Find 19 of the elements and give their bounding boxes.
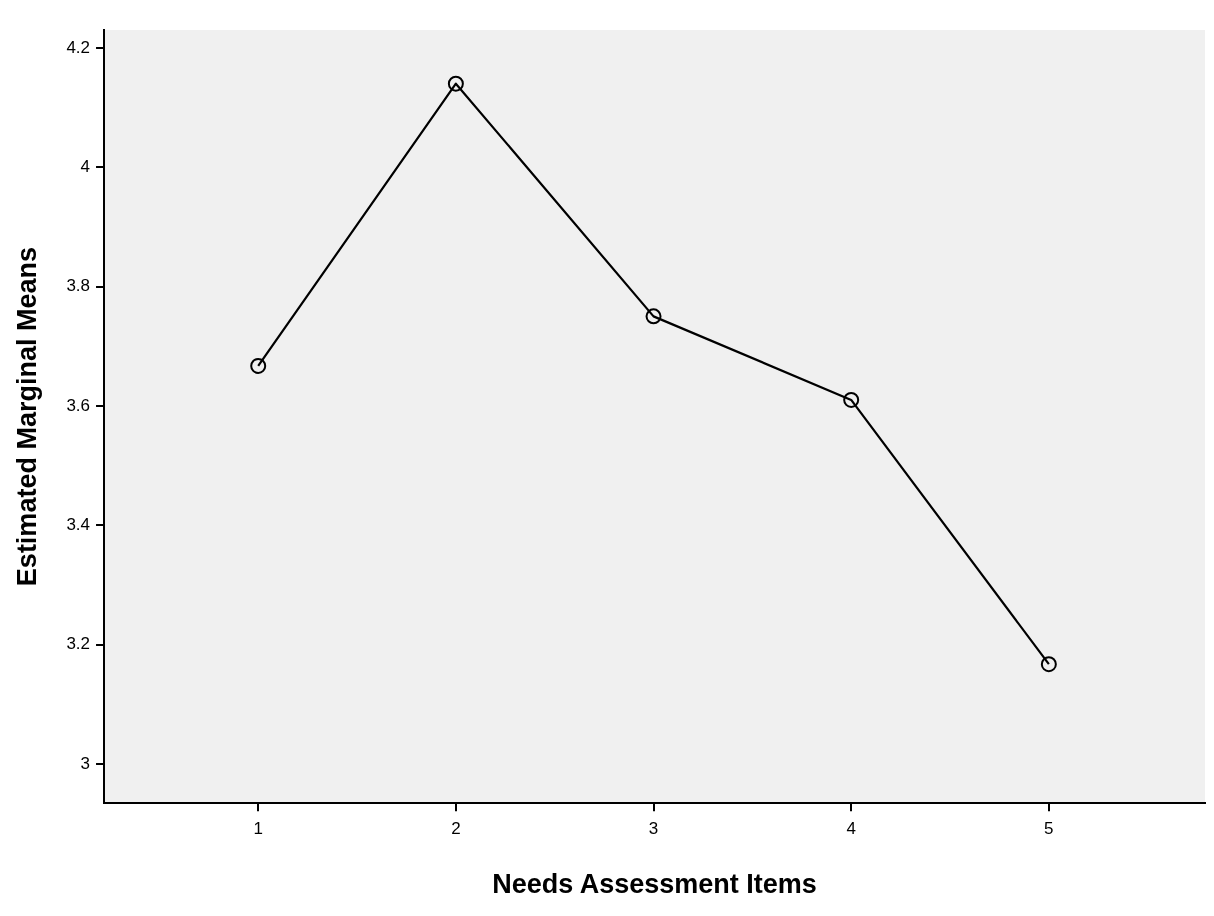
y-tick-label: 3.8	[66, 276, 91, 296]
y-tick-label: 4	[80, 156, 91, 176]
x-tick-label: 4	[846, 819, 856, 839]
point	[645, 308, 662, 325]
x-axis-title: Needs Assessment Items	[492, 869, 817, 900]
y-tick-label: 3.6	[66, 395, 91, 415]
x-tick-label: 1	[253, 819, 263, 839]
y-tick-label: 3.2	[66, 634, 91, 654]
point	[447, 75, 464, 92]
point	[250, 357, 267, 374]
point	[1040, 656, 1057, 673]
y-tick-label: 4.2	[66, 37, 91, 57]
y-axis-title: Estimated Marginal Means	[11, 247, 42, 587]
y-tick-label: 3	[80, 753, 91, 773]
x-tick-label: 2	[451, 819, 461, 839]
point	[843, 391, 860, 408]
x-tick-label: 3	[648, 819, 659, 839]
y-tick-label: 3.4	[66, 514, 91, 534]
x-tick-label: 5	[1044, 819, 1054, 839]
